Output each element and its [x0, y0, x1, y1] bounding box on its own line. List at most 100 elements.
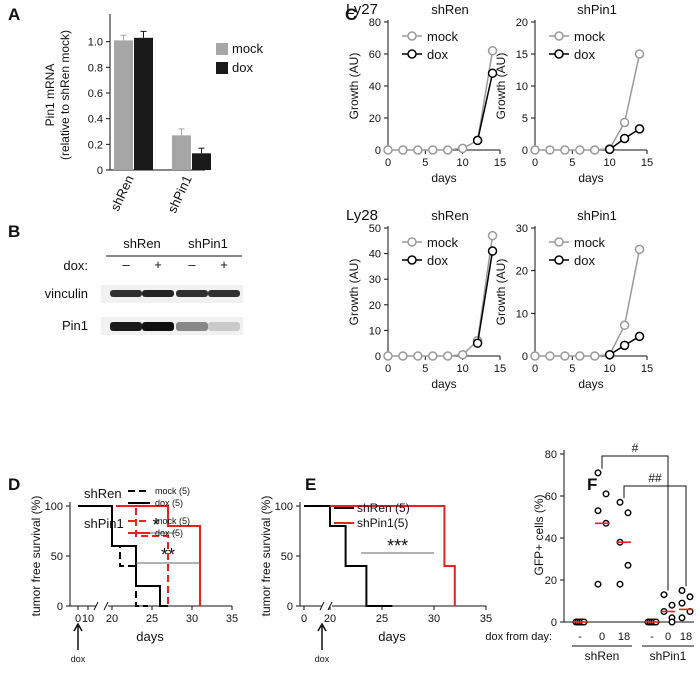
C1-series-mock: [388, 50, 494, 151]
C2-x-tick-label: 5: [569, 157, 575, 169]
C2-point-mock: [589, 145, 600, 155]
C2-point-mock: [634, 49, 645, 59]
C3-legend-marker-mock: [407, 237, 417, 247]
panel-letter-A: A: [8, 5, 20, 24]
f-point: [686, 593, 694, 601]
f-y-tick-label: 60: [545, 491, 557, 503]
C4-legend-label-dox: dox: [574, 253, 595, 268]
C2-y-tick-label: 10: [516, 81, 528, 93]
f-point: [678, 614, 686, 622]
a-bar-dox-shPin1: [192, 153, 211, 170]
C4-point-mock: [575, 351, 585, 361]
d-y-tick-label: 50: [51, 551, 63, 563]
d-x-tick-label: 10: [82, 613, 94, 625]
C1-y-tick-label: 60: [369, 49, 381, 61]
C2-x-tick-label: 15: [641, 157, 653, 169]
C2-ylabel: Growth (AU): [494, 53, 508, 120]
f-cat-label-4: 0: [665, 631, 671, 643]
f-point: [594, 469, 602, 477]
panel-letter-C: C: [345, 5, 357, 24]
C3-point-mock: [487, 230, 498, 241]
a-legend-dox-swatch: [216, 62, 228, 74]
f-y-tick-label: 40: [545, 533, 557, 545]
b-band: [110, 290, 142, 297]
e-x-tick-label: 30: [428, 613, 440, 625]
f-cat-label-5: 18: [680, 631, 692, 643]
b-band-label-vinculin: vinculin: [45, 286, 88, 301]
C2-y-tick-label: 0: [522, 145, 528, 157]
C4-x-tick-label: 10: [604, 363, 616, 375]
panel-letter-F: F: [587, 475, 597, 494]
a-x-label-shPin1: shPin1: [164, 173, 194, 215]
C3-point-dox: [472, 338, 483, 348]
C3-y-tick-label: 30: [369, 274, 381, 286]
d-dox-label: dox: [71, 654, 86, 664]
C3-ylabel: Growth (AU): [347, 259, 361, 326]
C4-y-tick-label: 10: [516, 308, 528, 320]
f-ylabel: GFP+ cells (%): [532, 494, 546, 575]
a-legend-mock-label: mock: [232, 41, 264, 56]
d-axis-break: [103, 601, 109, 611]
C1-y-tick-label: 20: [369, 113, 381, 125]
e-y-tick-label: 50: [281, 551, 293, 563]
b-band: [176, 290, 208, 297]
e-legend-label-0: shRen (5): [357, 501, 410, 515]
e-x-tick-label: 0: [301, 613, 307, 625]
C4-legend-marker-dox: [554, 255, 564, 265]
C3-y-tick-label: 20: [369, 300, 381, 312]
C4-point-mock: [545, 351, 555, 361]
C4-x-tick-label: 15: [641, 363, 653, 375]
C1-x-tick-label: 0: [385, 157, 391, 169]
f-y-tick-label: 0: [551, 617, 557, 629]
a-ylabel-line1: Pin1 mRNA: [43, 64, 57, 127]
f-y-tick-label: 20: [545, 575, 557, 587]
C2-point-mock: [530, 145, 540, 155]
e-curve-0: [304, 505, 393, 607]
f-point: [678, 599, 686, 607]
f-row-label: dox from day:: [485, 631, 552, 643]
C4-y-tick-label: 30: [516, 223, 528, 235]
C3-y-tick-label: 10: [369, 325, 381, 337]
C1-legend-label-dox: dox: [427, 47, 448, 62]
e-sig-label: ***: [387, 536, 408, 556]
f-point: [668, 601, 676, 609]
f-cat-label-1: 0: [599, 631, 605, 643]
f-point: [616, 498, 624, 506]
C3-point-mock: [398, 351, 408, 361]
C1-xlabel: days: [431, 171, 456, 185]
d-legend-label-0: mock (5): [155, 486, 190, 496]
C4-y-tick-label: 20: [516, 266, 528, 278]
b-lane-sign: +: [154, 257, 162, 272]
C2-legend-marker-mock: [554, 31, 564, 41]
C1-title: shRen: [431, 2, 469, 17]
C1-x-tick-label: 15: [494, 157, 506, 169]
C3-legend-label-dox: dox: [427, 253, 448, 268]
f-bracket-label-1: #: [632, 441, 639, 455]
e-y-tick-label: 100: [275, 501, 293, 513]
C1-x-tick-label: 5: [422, 157, 428, 169]
e-y-tick-label: 0: [287, 601, 293, 613]
f-y-tick-label: 80: [545, 449, 557, 461]
d-legend-label-3: dox (5): [155, 528, 183, 538]
C2-point-mock: [619, 117, 630, 128]
C3-x-tick-label: 15: [494, 363, 506, 375]
C1-point-mock: [413, 145, 423, 155]
C1-legend-marker-mock: [407, 31, 417, 41]
e-axis-break: [319, 601, 325, 611]
C2-point-mock: [560, 145, 570, 155]
C4-legend-label-mock: mock: [574, 235, 606, 250]
C3-point-mock: [383, 351, 393, 361]
b-lane-sign: +: [220, 257, 228, 272]
C1-cell-line: Ly27: [346, 1, 378, 18]
f-cat-label-0: -: [578, 631, 582, 643]
C1-legend-label-mock: mock: [427, 29, 459, 44]
d-y-tick-label: 0: [57, 601, 63, 613]
b-lane-sign: –: [188, 257, 196, 272]
a-y-tick-label: 1.0: [88, 37, 103, 49]
C3-y-tick-label: 40: [369, 249, 381, 261]
C1-point-mock: [457, 143, 468, 154]
e-x-tick-label: 20: [324, 613, 336, 625]
d-x-tick-label: 25: [146, 613, 158, 625]
C3-point-mock: [442, 351, 453, 361]
